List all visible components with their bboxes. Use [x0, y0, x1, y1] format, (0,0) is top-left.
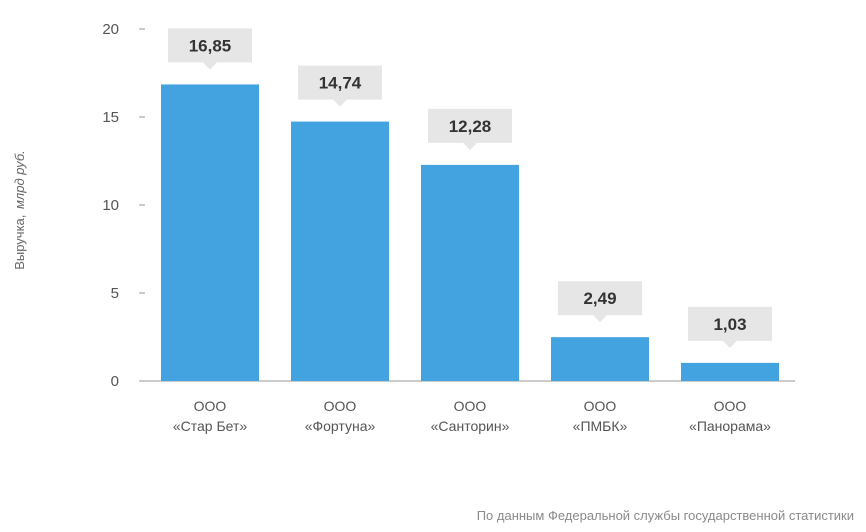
category-label: ООО «Фортуна»	[305, 398, 376, 434]
category-label-line: ООО	[714, 398, 747, 414]
category-label-line: ООО	[454, 398, 487, 414]
data-label: 14,74	[298, 65, 382, 107]
data-label: 2,49	[558, 281, 642, 323]
y-axis-label-main: Выручка,	[12, 215, 27, 270]
y-axis-label: Выручка, млрд руб.	[12, 150, 27, 270]
bar	[681, 362, 779, 381]
category-label-line: ООО	[584, 398, 617, 414]
y-tick-label: 20	[102, 21, 119, 38]
category-label-line: «Панорама»	[689, 418, 771, 434]
category-label-line: «Санторин»	[431, 418, 510, 434]
category-label-line: ООО	[324, 398, 357, 414]
category-label-line: «ПМБК»	[573, 418, 628, 434]
y-tick-label: 15	[102, 109, 119, 126]
bar	[421, 164, 519, 381]
category-label-line: ООО	[194, 398, 227, 414]
y-axis-label-unit: млрд руб.	[12, 150, 27, 209]
y-tick-label: 5	[111, 285, 119, 302]
data-label-pointer	[723, 340, 737, 348]
data-label: 1,03	[688, 306, 772, 348]
category-label: ООО «ПМБК»	[573, 398, 628, 434]
data-label-text: 16,85	[189, 36, 232, 55]
category-label: ООО «Стар Бет»	[173, 398, 248, 434]
data-label-box	[298, 65, 382, 100]
value-labels: 16,85 14,74 12,28 2,49 1,03	[168, 28, 772, 348]
data-label: 12,28	[428, 108, 512, 150]
y-tick-label: 0	[111, 373, 119, 390]
source-note: По данным Федеральной службы государстве…	[476, 508, 854, 523]
data-label-pointer	[203, 62, 217, 70]
bar	[291, 121, 389, 382]
bars	[161, 84, 779, 382]
bar-chart: 0 5 10 15 20 16,85 14,74 12,28 2,49 1,03 ООО «Ста…	[12, 21, 795, 434]
data-label-text: 1,03	[713, 315, 746, 334]
data-label-box	[688, 306, 772, 341]
bar	[161, 84, 259, 381]
y-axis-ticks: 0 5 10 15 20	[102, 21, 145, 390]
data-label-pointer	[463, 142, 477, 150]
data-label-text: 14,74	[319, 74, 362, 93]
y-tick-label: 10	[102, 197, 119, 214]
data-label: 16,85	[168, 28, 252, 70]
category-label-line: «Фортуна»	[305, 418, 376, 434]
category-label: ООО «Санторин»	[431, 398, 510, 434]
data-label-box	[428, 108, 512, 143]
data-label-text: 12,28	[449, 117, 492, 136]
category-label: ООО «Панорама»	[689, 398, 771, 434]
data-label-pointer	[593, 315, 607, 323]
data-label-box	[558, 281, 642, 316]
data-label-pointer	[333, 99, 347, 107]
bar	[551, 337, 649, 381]
data-label-box	[168, 28, 252, 63]
data-label-text: 2,49	[583, 289, 616, 308]
category-label-line: «Стар Бет»	[173, 418, 248, 434]
category-labels: ООО «Стар Бет»ООО «Фортуна»ООО «Санторин»ОО…	[173, 398, 771, 434]
